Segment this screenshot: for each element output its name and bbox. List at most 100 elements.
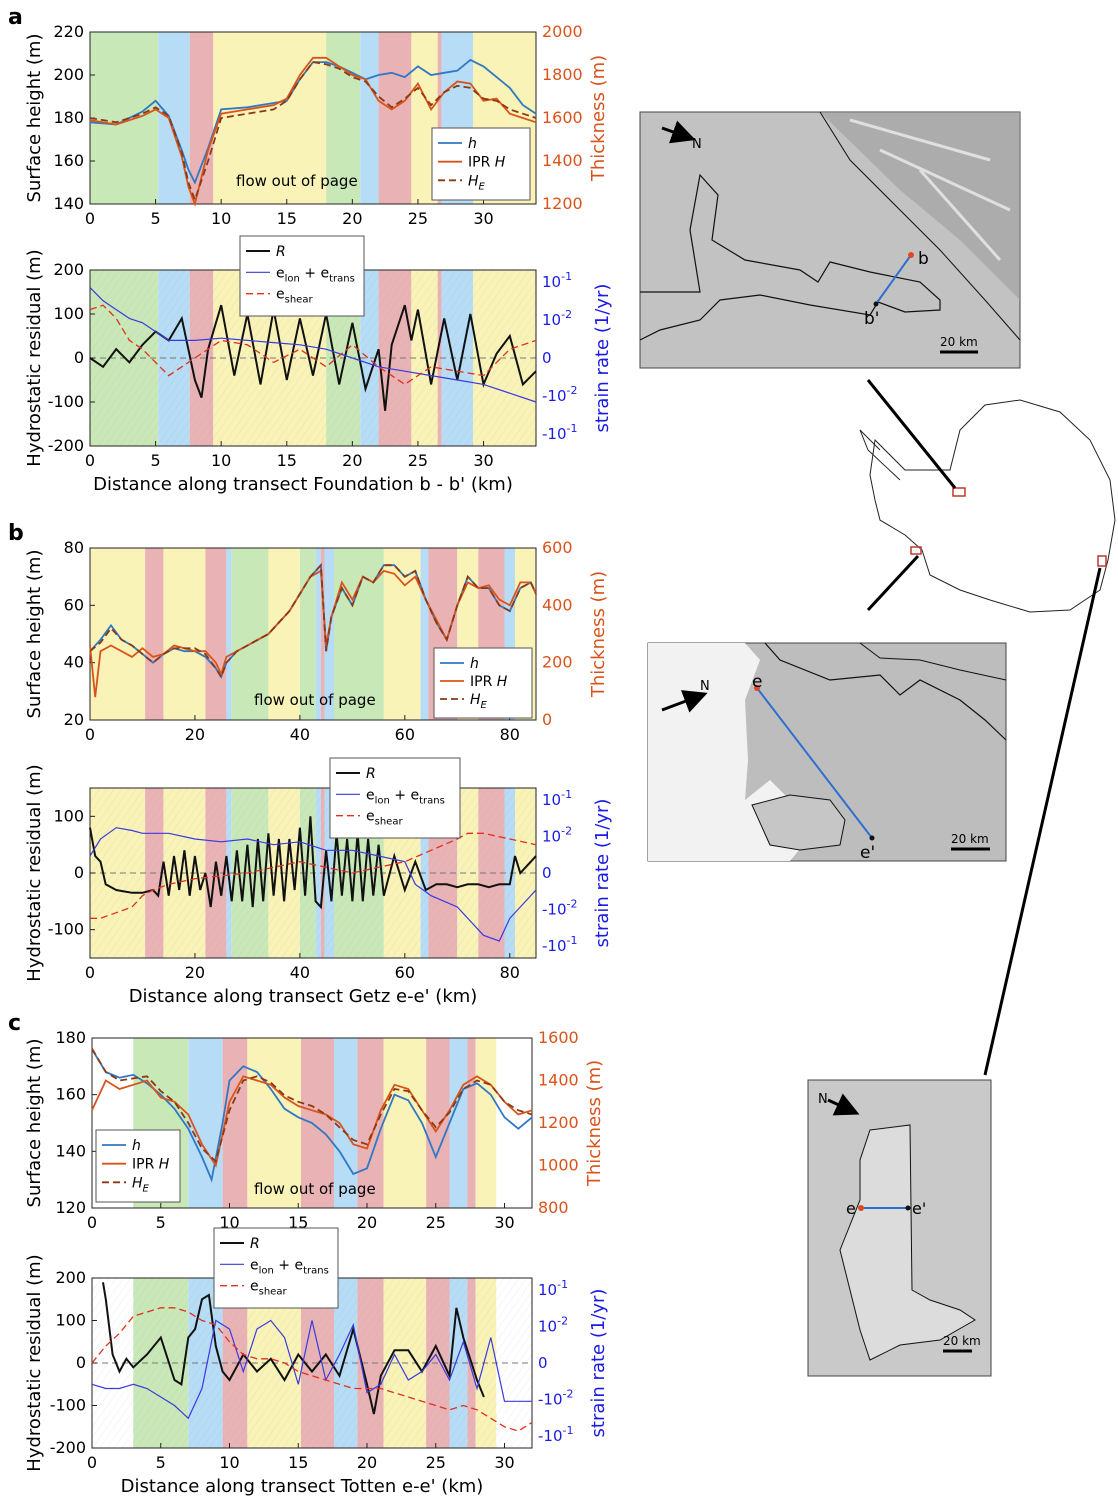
legend: h IPR H HE [431,127,531,201]
y-axis-label: Surface height (m) [24,550,45,719]
y2-axis-label: Thickness (m) [588,55,609,182]
x-tick-label: 10 [211,209,231,228]
band-B [420,548,429,720]
foundation-label-b: b [918,249,929,269]
y-axis-label: Surface height (m) [24,34,45,203]
band-R [378,32,412,204]
y2-tick-label: 1200 [542,194,583,213]
chart-panel-c2: 0 5 10 15 20 25 30 -200 -100 0 100 200 -10-1 -10-2 0 10… [24,1227,609,1497]
legend-label: elon + etrans [250,1257,329,1276]
band-R [357,1038,384,1208]
y2-axis-label: strain rate (1/yr) [592,799,613,948]
y-tick-label: 100 [53,806,84,825]
x-tick-label: 0 [85,963,95,982]
y2-tick-label: 1800 [542,65,583,84]
x-tick-label: 0 [87,1213,97,1232]
legend-label: HE [470,692,488,711]
legend-label: elon + etrans [276,265,355,284]
legend-box [431,127,531,201]
band-G [90,32,159,204]
y2-tick-label: -10-2 [542,384,577,405]
chart-panel-c: 0 5 10 15 20 25 30 120 140 160 180 800 1000 1200 1400 1… [24,1028,605,1232]
band-R [467,1038,476,1208]
legend-label: HE [468,173,486,192]
legend: h IPR H HE [433,647,533,719]
y-tick-label: 20 [64,710,84,729]
y-tick-label: -200 [48,436,84,455]
x-tick-label: 15 [277,209,297,228]
foundation-ridge-shading [820,112,1020,300]
y2-tick-label: 10-1 [542,270,572,291]
y2-tick-label: -10-2 [542,898,577,919]
getz-label-e-prime: e' [860,843,875,863]
band-B [360,32,379,204]
y2-tick-label: 1000 [538,1156,579,1175]
legend-label: eshear [276,287,313,306]
legend-label: R [276,244,286,260]
legend-label: R [250,1236,260,1252]
y-tick-label: 200 [53,65,84,84]
scale-label: 20 km [940,335,978,349]
foundation-map: b b' N 20 km [639,111,1021,369]
legend-box [329,757,461,839]
series-ipr-h [91,1075,533,1168]
series-e-lon-e-trans [89,287,537,403]
x-tick-label: 10 [211,451,231,470]
flow-annotation: flow out of page [254,1180,376,1198]
y2-tick-label: 10-2 [538,1315,568,1336]
y2-tick-label: 1200 [538,1113,579,1132]
foundation-transect [875,254,912,305]
antarctica-overview-map [859,399,1116,613]
foundation-location-box [952,487,966,497]
getz-location-box [910,546,922,555]
x-tick-label: 5 [156,1453,166,1472]
x-tick-label: 10 [219,1213,239,1232]
x-tick-label: 30 [494,1453,514,1472]
legend-label: IPR H [132,1157,170,1173]
y-tick-label: 140 [53,194,84,213]
north-label: N [818,1092,828,1107]
connector-getz [866,554,920,612]
x-axis-label: Distance along transect Totten e-e' (km) [121,1476,484,1497]
getz-label-e: e [752,672,762,692]
y2-axis-label: Thickness (m) [584,1060,605,1187]
legend-box [95,1129,181,1203]
series-h-e [89,61,537,203]
y-tick-label: 160 [55,1085,86,1104]
legend-box [213,1227,339,1309]
legend-label: R [366,766,376,782]
band-Y [213,32,327,204]
getz-transect [756,687,873,839]
y-tick-label: 0 [74,348,84,367]
panel-label-b: b [8,521,24,546]
x-tick-label: 25 [426,1453,446,1472]
band-B [334,1038,358,1208]
x-tick-label: 0 [87,1453,97,1472]
series-r [89,304,537,411]
band-G [333,548,384,720]
x-tick-label: 15 [288,1213,308,1232]
scale-label: 20 km [943,1334,981,1348]
panel-label-c: c [8,1011,21,1036]
x-tick-label: 5 [156,1213,166,1232]
y2-tick-label: -10-1 [538,1424,573,1445]
y-tick-label: -100 [48,920,84,939]
band-Y [268,548,300,720]
totten-label-e: e [846,1199,856,1218]
x-tick-label: 0 [85,725,95,744]
y2-tick-label: 0 [542,864,552,882]
x-tick-label: 5 [150,209,160,228]
y2-tick-label: 0 [538,1354,548,1372]
panel-label-a: a [8,5,23,30]
x-tick-label: 30 [473,451,493,470]
series-h-e [91,1048,533,1163]
legend-label: IPR H [470,674,508,690]
plot-frame [89,547,537,721]
y2-tick-label: 1400 [542,151,583,170]
x-tick-label: 80 [500,725,520,744]
connector-totten [983,567,1102,1076]
